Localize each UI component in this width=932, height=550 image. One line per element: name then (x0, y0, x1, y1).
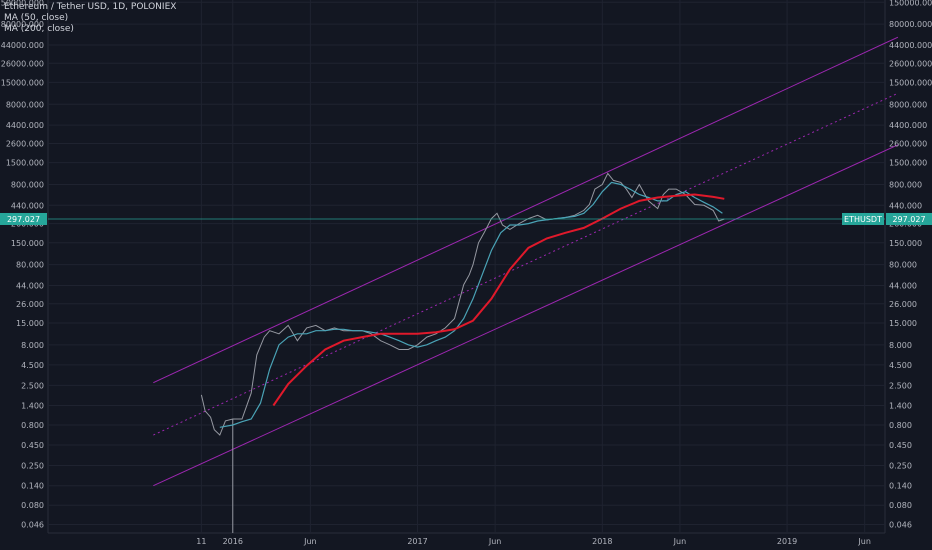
y-tick-label-right: 800.000 (889, 180, 922, 189)
y-tick-label-right: 4.500 (889, 361, 912, 370)
y-tick-label-left: 80.000 (16, 261, 44, 270)
y-tick-label-left: 15.000 (16, 319, 44, 328)
y-tick-label-left: 44.000 (16, 281, 44, 290)
y-tick-label-right: 15.000 (889, 319, 917, 328)
price-series (200, 172, 725, 436)
y-tick-label-left: 0.080 (21, 501, 44, 510)
y-tick-label-left: 800.000 (11, 180, 44, 189)
y-tick-label-left: 44000.000 (1, 41, 44, 50)
chart-grid (47, 0, 886, 534)
y-tick-label-left: 4.500 (21, 361, 44, 370)
y-tick-label-left: 150.000 (11, 239, 44, 248)
y-tick-label-right: 0.800 (889, 421, 912, 430)
x-tick-label: 2018 (592, 537, 612, 546)
y-tick-label-left: 0.250 (21, 462, 44, 471)
chart-legend: Ethereum / Tether USD, 1D, POLONIEX MA (… (4, 2, 176, 35)
y-tick-label-right: 8.000 (889, 341, 912, 350)
y-tick-label-left: 440.000 (11, 201, 44, 210)
y-tick-label-left: 0.046 (21, 520, 44, 529)
y-tick-label-right: 0.250 (889, 462, 912, 471)
y-axis-right: 150000.000 80000.000 44000.000 26000.000 150… (889, 0, 932, 529)
y-tick-label-right: 2600.000 (889, 139, 927, 148)
symbol-label: ETHUSDT (844, 215, 882, 224)
x-tick-label: Jun (488, 537, 502, 546)
ma50-line (219, 181, 723, 428)
y-tick-label-left: 0.450 (21, 441, 44, 450)
y-tick-label-left: 4400.000 (6, 121, 44, 130)
chart-series (200, 172, 725, 533)
y-tick-label-right: 1500.000 (889, 159, 927, 168)
y-tick-label-right: 2.500 (889, 381, 912, 390)
y-tick-label-right: 0.140 (889, 482, 912, 491)
y-tick-label-right: 0.080 (889, 501, 912, 510)
price-label-left-bg (0, 212, 47, 225)
chart-title: Ethereum / Tether USD, 1D, POLONIEX (4, 2, 177, 12)
symbol-label-bg (842, 212, 884, 225)
y-tick-label-left: 150000.000 (0, 0, 44, 7)
y-axis-left: 150000.000 80000.000 44000.000 26000.000 150… (0, 0, 44, 529)
y-tick-label-right: 1.400 (889, 402, 912, 411)
y-tick-label-left: 8.000 (21, 341, 44, 350)
y-tick-label-right: 15000.000 (889, 78, 932, 87)
y-tick-label-left: 2600.000 (6, 139, 44, 148)
y-tick-label-right: 80.000 (889, 261, 917, 270)
y-tick-label-right: 26.000 (889, 300, 917, 309)
x-axis: 11 2016 Jun 2017 Jun 2018 Jun 2019 Jun (196, 537, 871, 546)
x-tick-label: 2016 (223, 537, 243, 546)
y-tick-label-left: 8000.000 (6, 100, 44, 109)
y-tick-label-left: 0.800 (21, 421, 44, 430)
trend-channel (153, 36, 899, 487)
y-tick-label-right: 44000.000 (889, 41, 932, 50)
x-tick-label: Jun (857, 537, 871, 546)
x-tick-label: Jun (673, 537, 687, 546)
y-tick-label-right: 80000.000 (889, 20, 932, 29)
y-tick-label-left: 80000.000 (1, 20, 44, 29)
y-tick-label-right: 0.450 (889, 441, 912, 450)
y-tick-label-right: 150.000 (889, 239, 922, 248)
legend-ma200: MA (200, close) (4, 24, 74, 34)
y-tick-label-right: 4400.000 (889, 121, 927, 130)
y-tick-label-left: 15000.000 (1, 78, 44, 87)
x-tick-label: 11 (196, 537, 206, 546)
x-tick-label: 2017 (407, 537, 427, 546)
channel-lower-line (153, 144, 899, 487)
y-tick-label-right: 8000.000 (889, 100, 927, 109)
channel-middle-line (153, 92, 899, 436)
y-tick-label-right: 26000.000 (889, 59, 932, 68)
x-tick-label: 2019 (777, 537, 797, 546)
y-tick-label-right: 150000.000 (889, 0, 932, 7)
price-label-right-bg (886, 212, 932, 225)
y-tick-label-right: 44.000 (889, 281, 917, 290)
y-tick-label-left: 1.400 (21, 402, 44, 411)
y-tick-label-left: 1500.000 (6, 159, 44, 168)
y-tick-label-left: 26.000 (16, 300, 44, 309)
price-label-left: 297.027 (7, 215, 40, 224)
y-tick-label-left: 26000.000 (1, 59, 44, 68)
ma200-line (272, 193, 725, 407)
price-markers: 297.027 297.027 ETHUSDT (0, 212, 932, 225)
price-label-right: 297.027 (892, 215, 925, 224)
legend-ma50: MA (50, close) (4, 13, 69, 23)
x-tick-label: Jun (303, 537, 317, 546)
y-tick-label-right: 0.046 (889, 520, 912, 529)
channel-upper-line (153, 36, 899, 384)
y-tick-label-left: 2.500 (21, 381, 44, 390)
y-tick-label-left: 0.140 (21, 482, 44, 491)
y-tick-label-right: 440.000 (889, 201, 922, 210)
